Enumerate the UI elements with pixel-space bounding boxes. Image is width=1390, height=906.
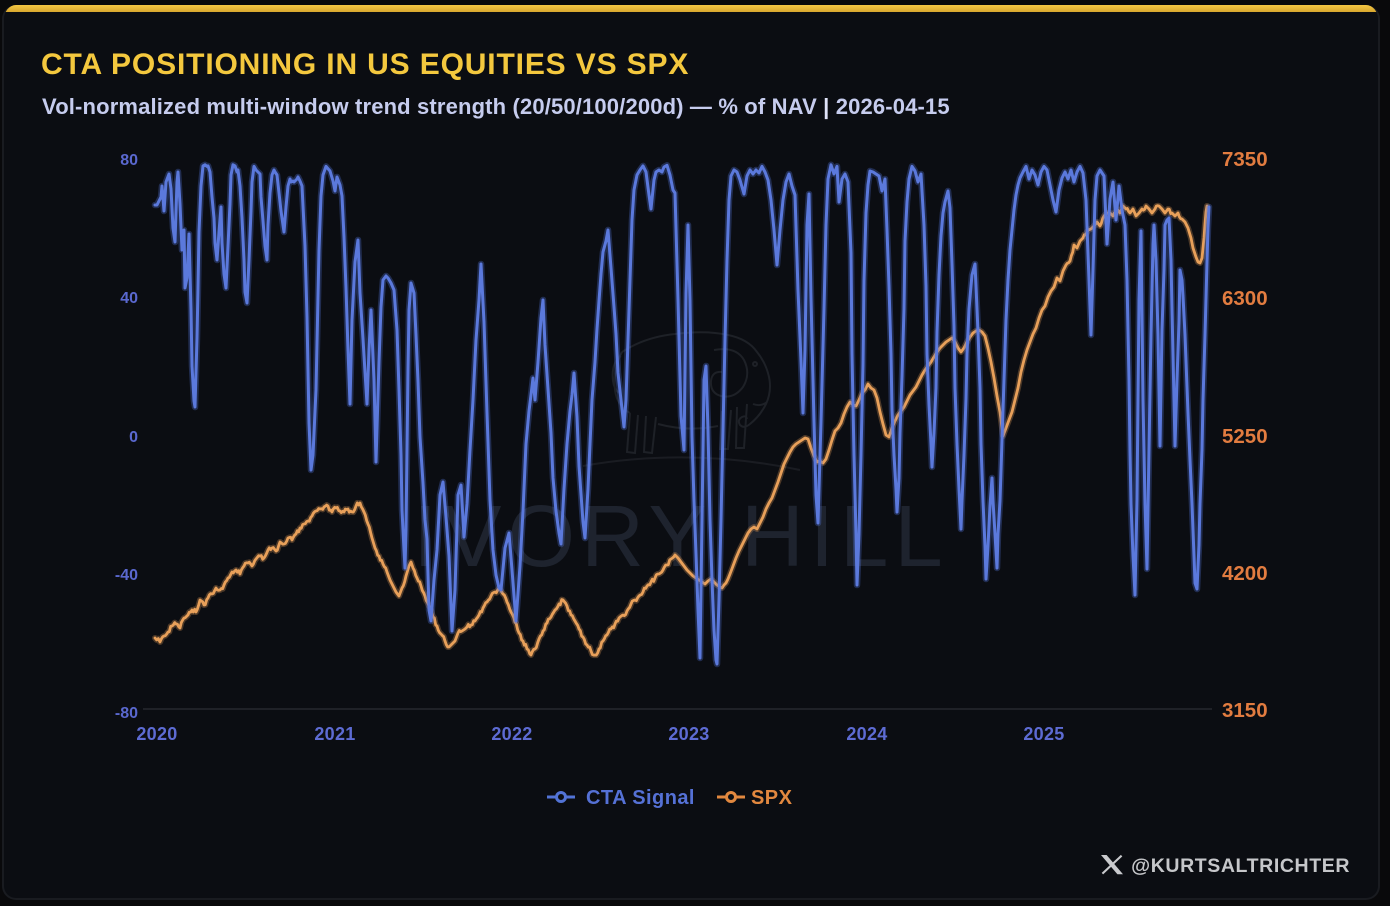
svg-text:@KURTSALTRICHTER: @KURTSALTRICHTER xyxy=(1131,855,1350,877)
svg-text:2023: 2023 xyxy=(668,724,709,744)
svg-text:2021: 2021 xyxy=(314,724,355,744)
svg-text:0: 0 xyxy=(129,429,138,446)
svg-text:SPX: SPX xyxy=(751,787,793,809)
svg-text:80: 80 xyxy=(120,152,138,169)
svg-text:5250: 5250 xyxy=(1222,425,1268,448)
svg-text:CTA Signal: CTA Signal xyxy=(586,787,695,809)
svg-text:40: 40 xyxy=(120,290,138,307)
svg-text:2022: 2022 xyxy=(491,724,532,744)
svg-text:-80: -80 xyxy=(115,705,138,722)
svg-text:4200: 4200 xyxy=(1222,562,1268,585)
svg-text:-40: -40 xyxy=(115,567,138,584)
svg-text:7350: 7350 xyxy=(1222,148,1268,171)
svg-text:2020: 2020 xyxy=(136,724,177,744)
svg-text:2024: 2024 xyxy=(846,724,887,744)
svg-text:3150: 3150 xyxy=(1222,699,1268,722)
svg-text:6300: 6300 xyxy=(1222,287,1268,310)
svg-text:2025: 2025 xyxy=(1023,724,1064,744)
